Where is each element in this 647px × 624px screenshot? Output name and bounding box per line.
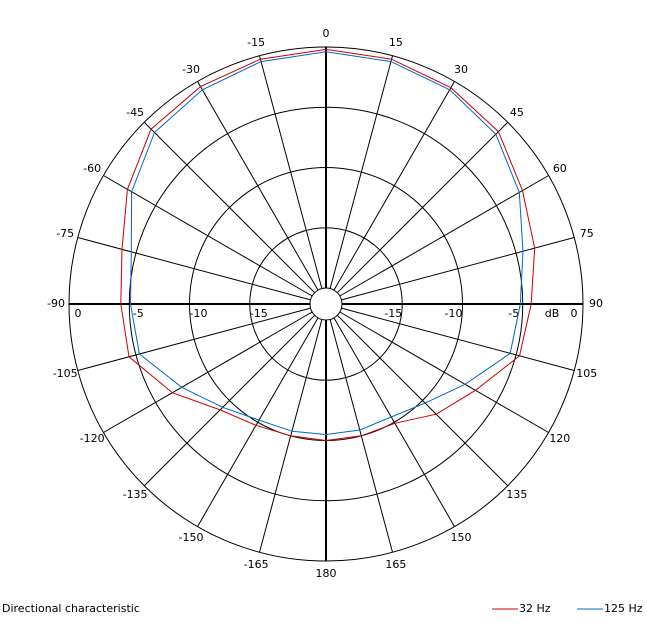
theta-tick-label: 75 [580,227,594,240]
theta-tick-label: -15 [247,36,265,49]
spoke [197,81,319,291]
spoke [103,175,313,297]
theta-tick-label: 135 [506,488,527,501]
theta-tick-label: 60 [553,162,567,175]
spoke [339,311,549,433]
spoke [336,314,509,487]
theta-tick-label: 180 [316,567,337,580]
chart-title: Directional characteristic [2,602,140,615]
theta-tick-label: -135 [123,488,148,501]
r-tick-label: -5 [133,307,144,320]
theta-tick-label: -75 [56,227,74,240]
spoke [143,314,316,487]
theta-tick-label: 15 [389,36,403,49]
center-hole [309,287,343,321]
theta-tick-label: 105 [576,367,597,380]
theta-tick-label: -105 [53,367,78,380]
spoke [333,81,455,291]
theta-tick-label: 150 [451,531,472,544]
theta-tick-label: 0 [323,27,330,40]
theta-tick-label: 90 [589,297,603,310]
r-tick-label: -10 [445,307,463,320]
theta-tick-label: -45 [126,106,144,119]
r-tick-label: 0 [571,307,578,320]
r-tick-label: -15 [384,307,402,320]
spoke [336,121,509,294]
spoke [77,237,311,301]
theta-tick-label: -120 [80,432,105,445]
spoke [333,317,455,527]
spoke [341,237,575,301]
r-tick-label: -5 [508,307,519,320]
theta-tick-label: 165 [385,558,406,571]
spoke [341,307,575,371]
theta-tick-label: 30 [454,63,468,76]
r-tick-label: -15 [250,307,268,320]
spoke [339,175,549,297]
legend-label: 125 Hz [604,602,643,615]
r-tick-label: -10 [190,307,208,320]
spoke [197,317,319,527]
legend-label: 32 Hz [519,602,551,615]
theta-tick-label: 45 [510,106,524,119]
r-axis-label: dB [545,307,560,320]
spoke [329,55,393,289]
theta-tick-label: -90 [47,297,65,310]
series-line [129,51,524,436]
spoke [77,307,311,371]
spoke [103,311,313,433]
theta-tick-label: -150 [179,531,204,544]
theta-tick-label: -165 [244,558,269,571]
theta-tick-label: 120 [549,432,570,445]
series-line [120,48,536,442]
r-tick-label: 0 [75,307,82,320]
spoke [143,121,316,294]
theta-tick-label: -60 [83,162,101,175]
spoke [259,55,323,289]
theta-tick-label: -30 [182,63,200,76]
